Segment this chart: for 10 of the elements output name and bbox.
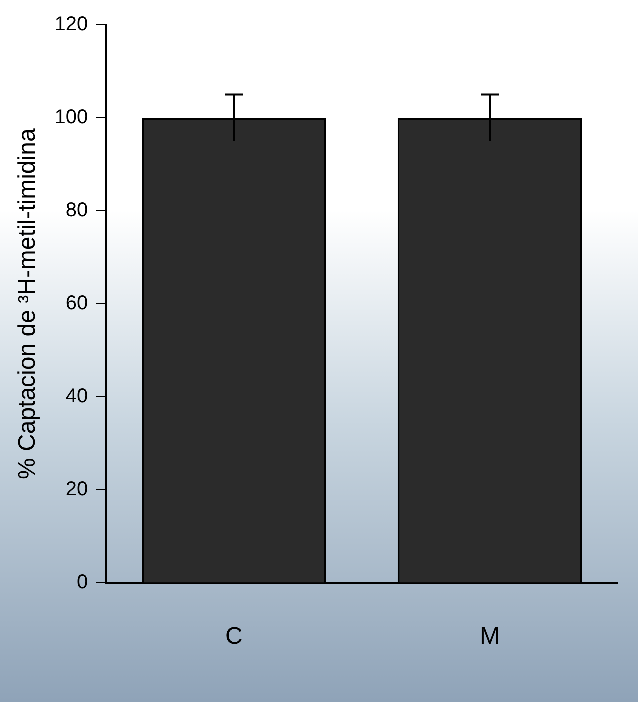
y-tick-label: 60 [66, 292, 88, 315]
y-tick-label: 20 [66, 478, 88, 501]
y-tick-label: 40 [66, 386, 88, 408]
y-tick-label: 100 [54, 106, 88, 129]
y-axis-title: % Captacion de ³H-metil-timidina [14, 128, 42, 480]
x-tick-label: C [225, 623, 243, 650]
y-tick-label: 80 [66, 200, 88, 222]
x-tick-label: M [480, 623, 500, 650]
y-tick-label: 0 [77, 572, 88, 594]
y-tick-label: 120 [54, 14, 88, 36]
